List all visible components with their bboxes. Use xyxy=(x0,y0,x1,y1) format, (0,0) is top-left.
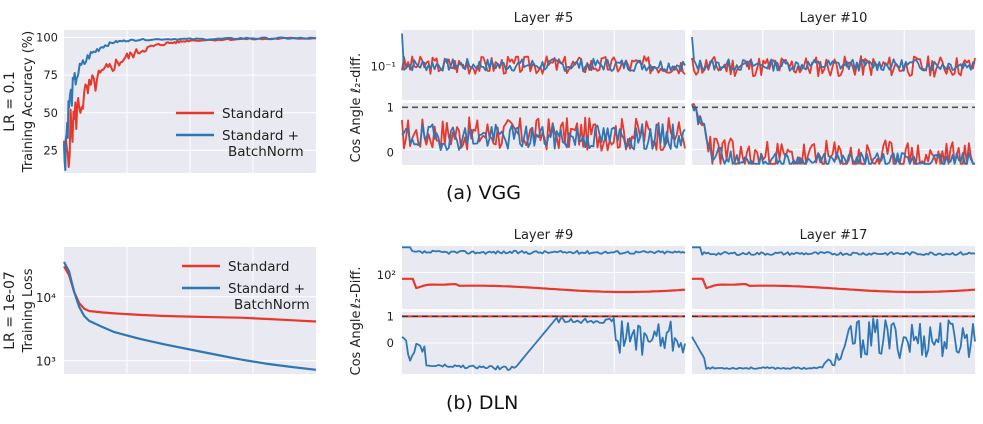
y-tick-label: 10³ xyxy=(36,355,56,369)
y-axis-label: ℓ₂-Diff. xyxy=(349,267,364,310)
series-line-batchnorm xyxy=(63,261,317,371)
panel-title: Layer #5 xyxy=(514,11,574,26)
y-tick-label: 0 xyxy=(387,336,394,350)
y-tick-label: 50 xyxy=(43,106,58,120)
legend-label: Standard + xyxy=(222,128,299,144)
series-line-standard xyxy=(692,277,976,294)
row-label-lr: LR = 1e-07 xyxy=(2,271,18,350)
y-axis-label: Training Loss xyxy=(21,268,36,353)
caption-a: (a) VGG xyxy=(446,182,521,204)
caption-b: (b) DLN xyxy=(446,392,519,414)
series-line-batchnorm xyxy=(692,246,976,256)
y-axis-label: Cos Angle xyxy=(349,98,364,163)
series-line-batchnorm xyxy=(691,36,976,72)
y-tick-label: 100 xyxy=(36,31,58,45)
y-axis-label: Training Accuracy (%) xyxy=(21,31,36,173)
legend-label: Standard + xyxy=(228,281,305,297)
panel-title: Layer #9 xyxy=(514,228,574,243)
y-axis-label: Cos Angle xyxy=(349,311,364,376)
series-line-batchnorm xyxy=(691,317,976,370)
y-tick-label: 10² xyxy=(377,268,396,282)
legend-label: Standard xyxy=(228,259,289,275)
legend-label: BatchNorm xyxy=(234,297,310,313)
y-tick-label: 75 xyxy=(43,68,58,82)
series-line-batchnorm xyxy=(401,316,686,371)
series-line-batchnorm xyxy=(63,36,317,171)
series-line-batchnorm xyxy=(691,103,976,165)
y-tick-label: 25 xyxy=(43,143,58,157)
panel-title: Layer #10 xyxy=(800,11,868,26)
series-line-standard xyxy=(691,55,976,78)
y-tick-label: 10⁻¹ xyxy=(371,60,396,74)
series-line-batchnorm xyxy=(401,123,686,151)
legend-label: BatchNorm xyxy=(228,144,304,160)
y-tick-label: 0 xyxy=(387,146,394,160)
series-line-batchnorm xyxy=(402,246,686,255)
series-line-standard xyxy=(402,277,686,294)
y-axis-label: ℓ₂-diff. xyxy=(349,53,364,94)
legend-label: Standard xyxy=(222,106,283,122)
panel-title: Layer #17 xyxy=(800,228,868,243)
y-tick-label: 10⁴ xyxy=(36,291,56,305)
y-tick-label: 1 xyxy=(387,100,394,114)
y-tick-label: 1 xyxy=(387,309,394,323)
series-line-batchnorm xyxy=(401,33,686,73)
row-label-lr: LR = 0.1 xyxy=(2,71,18,131)
series-line-standard xyxy=(692,103,975,165)
